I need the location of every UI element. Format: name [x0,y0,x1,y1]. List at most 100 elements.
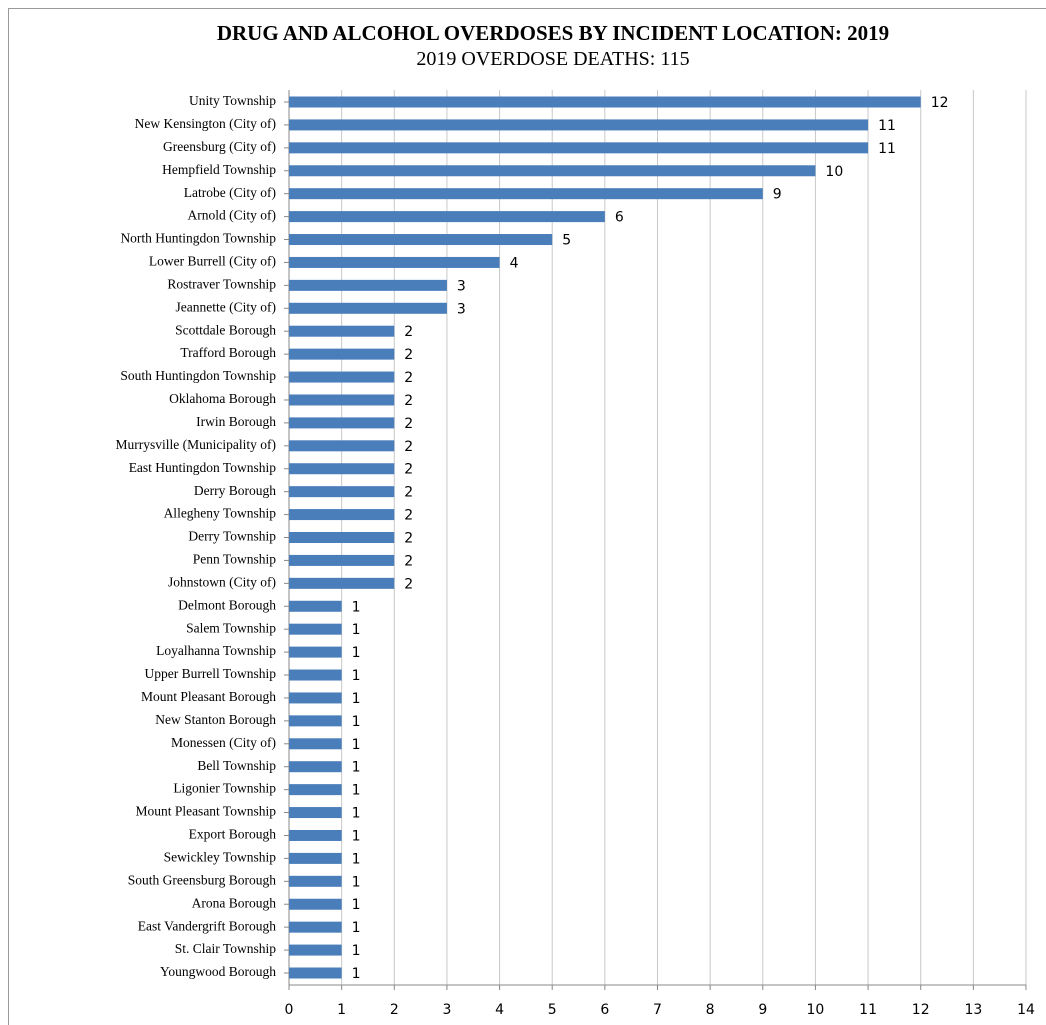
bar [289,394,395,406]
data-label: 11 [878,141,896,157]
bar [289,256,500,268]
bar [289,532,395,543]
x-tick-label: 13 [964,1002,982,1018]
y-tick-label: Sewickley Township [164,849,277,864]
y-tick-label: Export Borough [189,827,277,842]
y-tick-label: Arnold (City of) [188,208,277,223]
data-label: 10 [825,164,843,180]
x-tick-label: 5 [548,1002,557,1018]
bar [289,715,342,727]
y-tick-label: Monessen (City of) [171,735,276,750]
y-tick-label: Rostraver Township [167,276,276,291]
y-tick-label: Mount Pleasant Borough [141,689,276,704]
bar [289,554,395,566]
chart-subtitle: 2019 OVERDOSE DEATHS: 115 [416,48,689,70]
data-label: 2 [404,347,413,363]
data-label: 1 [352,760,361,776]
data-label: 2 [404,553,413,569]
bar [289,417,395,429]
y-tick-label: Mount Pleasant Township [135,804,276,819]
data-label: 4 [510,255,519,271]
data-label: 1 [352,691,361,707]
bar [289,279,447,291]
bar [289,486,395,498]
bar [289,463,395,475]
y-tick-label: Arona Borough [192,895,277,910]
y-tick-label: Trafford Borough [180,345,276,360]
y-tick-label: Ligonier Township [173,781,276,796]
bar [289,852,342,864]
bar [289,188,763,200]
data-label: 1 [352,599,361,615]
data-label: 1 [352,645,361,661]
x-tick-label: 7 [653,1002,662,1018]
y-tick-label: Hempfield Township [162,162,276,177]
bar [289,348,395,360]
y-tick-label: Jeannette (City of) [176,299,276,314]
y-tick-label: Johnstown (City of) [168,574,276,589]
x-tick-label: 0 [285,1002,294,1018]
data-label: 1 [352,966,361,982]
data-label: 2 [404,370,413,386]
x-tick-label: 1 [337,1002,346,1018]
bar [289,234,553,246]
bar [289,898,342,910]
y-tick-label: Loyalhanna Township [156,643,276,658]
bar [289,142,869,154]
y-tick-label: Murrysville (Municipality of) [116,437,276,452]
y-tick-label: Youngwood Borough [160,964,276,979]
y-tick-label: Greensburg (City of) [163,139,276,154]
data-label: 2 [404,416,413,432]
chart-frame [8,8,1046,1025]
y-tick-label: East Huntingdon Township [129,460,277,475]
y-tick-label: Latrobe (City of) [184,185,276,200]
data-label: 2 [404,508,413,524]
bar [289,761,342,773]
x-tick-label: 12 [912,1002,930,1018]
chart-title: DRUG AND ALCOHOL OVERDOSES BY INCIDENT L… [217,21,889,45]
bar [289,623,342,635]
data-label: 6 [615,210,624,226]
y-tick-label: Derry Borough [194,483,276,498]
bar [289,211,605,223]
bar [289,165,816,177]
y-tick-label: East Vandergrift Borough [138,918,276,933]
data-label: 1 [352,851,361,867]
data-label: 2 [404,462,413,478]
x-tick-label: 9 [758,1002,767,1018]
data-label: 1 [352,874,361,890]
bar [289,967,342,979]
data-label: 11 [878,118,896,134]
x-tick-label: 11 [859,1002,877,1018]
bar [289,646,342,658]
data-label: 2 [404,439,413,455]
y-tick-label: North Huntingdon Township [120,231,276,246]
bar [289,577,395,589]
x-tick-label: 8 [706,1002,715,1018]
data-label: 1 [352,668,361,684]
bar [289,302,447,314]
data-label: 12 [931,95,949,111]
y-tick-label: Lower Burrell (City of) [149,254,276,269]
data-label: 1 [352,828,361,844]
x-tick-label: 2 [390,1002,399,1018]
bar [289,96,921,108]
data-label: 1 [352,783,361,799]
bar [289,669,342,681]
data-label: 1 [352,943,361,959]
y-tick-label: Salem Township [186,620,276,635]
data-label: 1 [352,622,361,638]
data-label: 2 [404,393,413,409]
y-tick-label: Bell Township [197,758,276,773]
y-tick-label: Unity Township [189,93,276,108]
data-label: 1 [352,920,361,936]
data-label: 1 [352,737,361,753]
grid: 0 1 2 3 4 5 6 7 8 9 10 11 12 13 14 [285,90,1035,1018]
bar [289,807,342,819]
bar [289,921,342,933]
y-tick-label: New Stanton Borough [155,712,276,727]
bar [289,875,342,887]
bar [289,325,395,337]
data-label: 1 [352,806,361,822]
